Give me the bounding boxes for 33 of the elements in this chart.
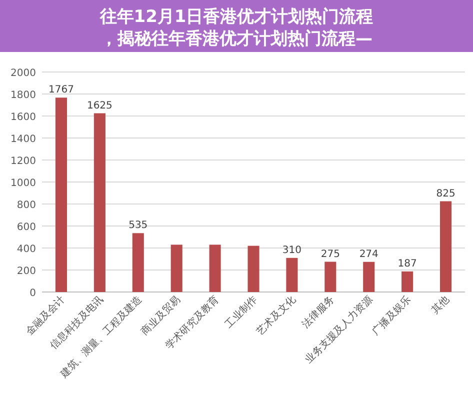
y-tick-label: 800 bbox=[16, 200, 36, 211]
bar bbox=[324, 262, 336, 292]
bar bbox=[94, 113, 106, 292]
data-label: 275 bbox=[320, 248, 340, 260]
y-tick-label: 1400 bbox=[10, 134, 36, 145]
y-tick-label: 600 bbox=[16, 222, 36, 233]
bar bbox=[170, 244, 182, 292]
data-label: 274 bbox=[359, 248, 378, 260]
x-tick-label: 其他 bbox=[429, 294, 452, 316]
data-label: 310 bbox=[282, 244, 302, 256]
bar bbox=[248, 246, 260, 292]
y-tick-label: 1800 bbox=[10, 90, 36, 101]
bar bbox=[209, 244, 221, 292]
data-label: 1625 bbox=[86, 100, 112, 112]
data-label: 825 bbox=[436, 188, 456, 200]
data-label: 535 bbox=[128, 220, 148, 232]
title: 往年12月1日香港优才计划热门流程，揭秘往年香港优才计划热门流程— bbox=[0, 0, 473, 52]
y-tick-label: 1600 bbox=[10, 112, 36, 123]
y-tick-label: 1000 bbox=[10, 178, 36, 189]
y-tick-label: 0 bbox=[30, 288, 36, 299]
bar bbox=[132, 233, 144, 292]
y-tick-label: 400 bbox=[16, 244, 36, 255]
data-label: 1767 bbox=[48, 84, 74, 96]
bar bbox=[440, 201, 452, 292]
bar bbox=[286, 258, 298, 292]
y-tick-label: 1200 bbox=[10, 156, 36, 167]
bar bbox=[363, 262, 375, 292]
bar bbox=[402, 271, 414, 292]
data-label: 187 bbox=[398, 258, 417, 270]
chart-title: 往年12月1日香港优才计划热门流程，揭秘往年香港优才计划热门流程— bbox=[98, 7, 374, 49]
y-tick-label: 200 bbox=[16, 266, 36, 277]
y-tick-label: 2000 bbox=[10, 68, 36, 79]
bar bbox=[55, 98, 67, 292]
